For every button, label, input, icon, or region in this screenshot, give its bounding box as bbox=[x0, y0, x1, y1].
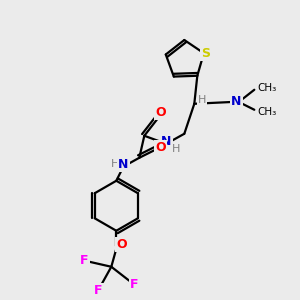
Text: N: N bbox=[231, 95, 242, 108]
Text: O: O bbox=[155, 106, 166, 119]
Text: N: N bbox=[118, 158, 128, 171]
Text: O: O bbox=[155, 141, 166, 154]
Text: H: H bbox=[172, 144, 181, 154]
Text: O: O bbox=[116, 238, 127, 251]
Text: F: F bbox=[130, 278, 139, 291]
Text: H: H bbox=[198, 95, 206, 105]
Text: F: F bbox=[80, 254, 88, 267]
Text: H: H bbox=[111, 159, 119, 169]
Text: N: N bbox=[161, 135, 172, 148]
Text: CH₃: CH₃ bbox=[257, 107, 277, 117]
Text: CH₃: CH₃ bbox=[257, 83, 277, 93]
Text: F: F bbox=[94, 284, 103, 297]
Text: S: S bbox=[201, 47, 210, 60]
